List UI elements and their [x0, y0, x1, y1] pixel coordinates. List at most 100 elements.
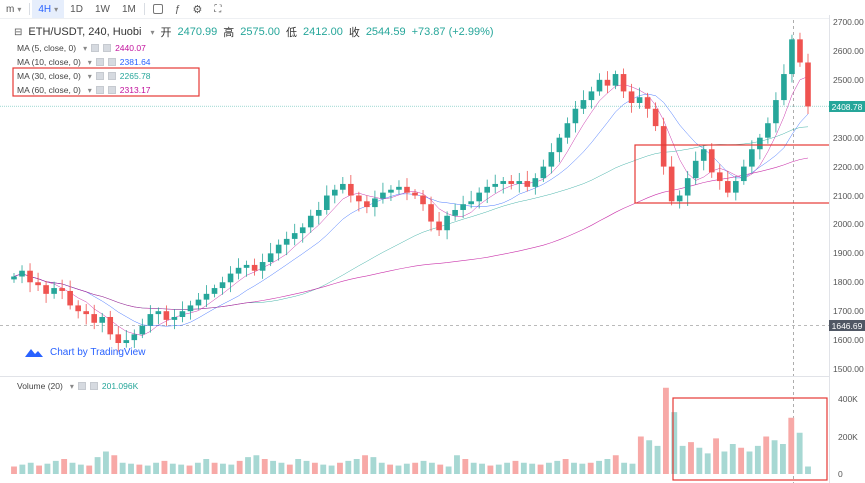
volume-tick-label: 0: [838, 469, 843, 479]
candle-style-button[interactable]: [147, 0, 169, 18]
volume-bar: [637, 436, 644, 474]
price-tick-label: 2200.00: [833, 161, 864, 172]
indicator-settings-icon[interactable]: [77, 382, 86, 390]
volume-bar: [738, 447, 745, 474]
tradingview-attribution[interactable]: Chart by TradingView: [24, 346, 145, 358]
indicator-settings-icon[interactable]: [95, 86, 104, 94]
price-tick-label: 1900.00: [833, 248, 864, 259]
indicator-settings-icon[interactable]: [95, 72, 104, 80]
candle-body: [572, 108, 579, 124]
interval-label: 1M: [121, 3, 136, 15]
candle-body: [652, 108, 659, 127]
chevron-down-icon[interactable]: ▾: [87, 57, 92, 67]
pane-divider[interactable]: [0, 376, 829, 377]
volume-bar: [370, 457, 377, 474]
volume-bar: [44, 463, 51, 474]
chevron-down-icon[interactable]: ▾: [83, 43, 88, 53]
candle-body: [612, 74, 619, 86]
volume-bar: [579, 463, 586, 474]
candle-body: [436, 221, 442, 231]
candle-body: [708, 149, 715, 173]
indicator-ma5[interactable]: MA (5, close, 0) ▾ 2440.07: [17, 43, 146, 53]
interval-minutes-dropdown[interactable]: m ▾: [0, 0, 27, 18]
volume-bar: [270, 460, 277, 474]
volume-bar: [253, 455, 260, 474]
volume-bar: [596, 460, 602, 474]
volume-bar: [111, 455, 118, 474]
volume-bar: [780, 444, 786, 474]
candle-body: [636, 97, 643, 103]
price-tick-label: 2600.00: [833, 45, 864, 56]
volume-bar: [679, 445, 686, 474]
volume-bar: [671, 412, 678, 474]
price-axis[interactable]: [829, 15, 865, 377]
fullscreen-button[interactable]: ⛶: [208, 0, 227, 18]
indicator-remove-icon[interactable]: [107, 58, 116, 66]
indicator-remove-icon[interactable]: [103, 44, 112, 52]
interval-1d-button[interactable]: 1D: [64, 0, 89, 18]
volume-bar: [537, 464, 544, 474]
price-tick-label: 1700.00: [833, 306, 864, 317]
indicator-ma60[interactable]: MA (60, close, 0) ▾ 2313.17: [17, 85, 151, 95]
candle-body: [620, 74, 627, 92]
volume-bar: [94, 457, 101, 474]
candle-body: [187, 305, 194, 312]
indicators-button[interactable]: ƒ: [169, 0, 187, 18]
volume-bar: [612, 455, 619, 474]
volume-bar: [220, 463, 226, 474]
interval-label: 4H: [38, 3, 52, 15]
volume-bar: [729, 444, 736, 474]
low-value: 2412.00: [303, 26, 343, 38]
volume-bar: [629, 463, 636, 474]
interval-label: 1D: [70, 3, 83, 15]
volume-bar: [520, 462, 527, 474]
candle-body: [676, 195, 683, 202]
tradingview-label: Chart by TradingView: [50, 346, 146, 358]
low-label: 低: [286, 27, 298, 39]
indicator-settings-icon[interactable]: [91, 44, 100, 52]
collapse-icon[interactable]: ⊟: [14, 26, 23, 38]
candle-body: [171, 316, 178, 320]
chevron-down-icon[interactable]: ▾: [150, 27, 155, 37]
symbol-title[interactable]: ETH/USDT, 240, Huobi: [28, 26, 142, 38]
candle-body: [516, 181, 523, 184]
candle-body: [332, 189, 338, 196]
candle-body: [211, 288, 218, 294]
interval-1m-button[interactable]: 1M: [116, 0, 142, 18]
volume-bar: [303, 460, 310, 474]
candle-body: [660, 126, 667, 167]
candle-body: [91, 314, 98, 323]
candle-body: [532, 178, 539, 187]
volume-bar: [77, 464, 84, 474]
indicator-remove-icon[interactable]: [89, 382, 98, 390]
settings-button[interactable]: ⚙: [186, 0, 208, 18]
volume-bar: [278, 462, 285, 474]
candle-body: [235, 267, 242, 274]
candle-body: [179, 311, 186, 317]
indicator-remove-icon[interactable]: [107, 86, 116, 94]
interval-4h-dropdown[interactable]: 4H ▾: [32, 0, 65, 18]
volume-bar: [545, 462, 552, 474]
indicator-settings-icon[interactable]: [95, 58, 104, 66]
volume-bar: [86, 465, 93, 474]
volume-axis[interactable]: [829, 377, 865, 483]
ma60-line: [13, 157, 809, 310]
chevron-down-icon[interactable]: ▾: [69, 381, 74, 391]
volume-bar: [713, 438, 719, 474]
volume-bar: [103, 451, 109, 474]
volume-bar: [479, 463, 485, 474]
last-price-tag: 2408.78: [829, 101, 865, 112]
chevron-down-icon[interactable]: ▾: [87, 85, 92, 95]
candle-body: [749, 149, 755, 167]
volume-bar: [428, 462, 435, 474]
interval-1w-button[interactable]: 1W: [89, 0, 116, 18]
volume-bar: [805, 466, 811, 474]
interval-label: m: [6, 3, 15, 15]
volume-bar: [345, 460, 352, 474]
indicator-ma30[interactable]: MA (30, close, 0) ▾ 2265.78: [17, 71, 151, 81]
indicator-remove-icon[interactable]: [107, 72, 116, 80]
volume-indicator[interactable]: Volume (20) ▾ 201.096K: [17, 381, 138, 391]
indicator-ma10[interactable]: MA (10, close, 0) ▾ 2381.64: [17, 57, 151, 67]
chevron-down-icon[interactable]: ▾: [87, 71, 92, 81]
